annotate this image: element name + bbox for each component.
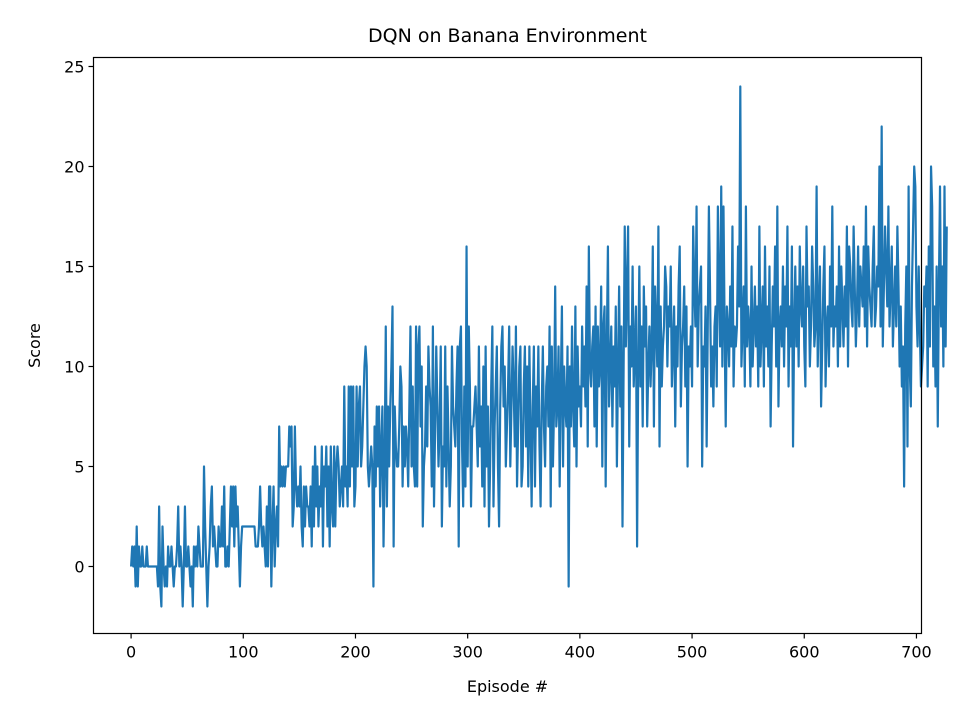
score-series-line-0 [129,85,948,608]
y-axis: 0 5 10 15 20 25 [64,58,94,577]
x-tick-label: 600 [789,643,820,662]
y-tick-label: 5 [74,458,84,477]
x-tick-label: 700 [901,643,932,662]
y-axis-label: Score [25,323,44,368]
y-tick-label: 10 [64,358,84,377]
x-axis: 0 100 200 300 400 500 600 700 [126,633,932,662]
y-tick-label: 25 [64,58,84,77]
x-tick-label: 400 [565,643,596,662]
x-tick-label: 0 [126,643,136,662]
x-tick-label: 100 [228,643,259,662]
x-axis-label: Episode # [467,677,548,696]
x-tick-label: 300 [452,643,483,662]
axes-frame [92,56,923,635]
chart-title: DQN on Banana Environment [368,25,647,47]
y-tick-label: 15 [64,258,84,277]
x-tick-label: 500 [677,643,708,662]
y-tick-label: 20 [64,158,84,177]
x-tick-label: 200 [340,643,371,662]
plot-area [129,85,948,608]
y-tick-label: 0 [74,558,84,577]
